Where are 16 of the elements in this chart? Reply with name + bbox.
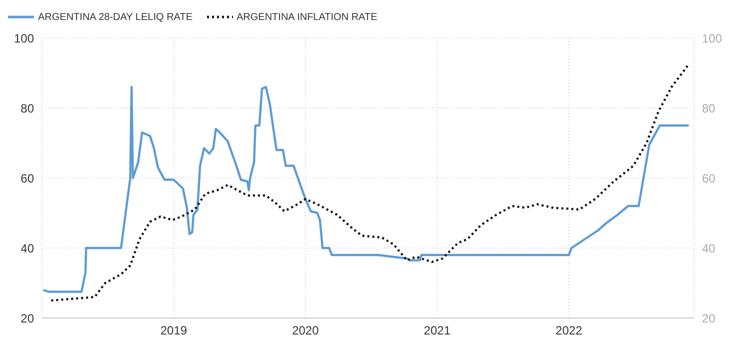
x-tick-label: 2020 [292,324,320,338]
y2-tick-label: 100 [702,31,722,46]
y2-tick-label: 60 [702,171,716,186]
y2-tick-label: 40 [702,241,716,256]
y-tick-label: 100 [14,31,34,46]
legend-label: ARGENTINA 28-DAY LELIQ RATE [38,12,192,22]
x-tick-label: 2019 [160,324,188,338]
y-tick-label: 20 [20,311,34,326]
y2-tick-label: 80 [702,101,716,116]
legend-label: ARGENTINA INFLATION RATE [236,12,378,22]
x-tick-label: 2022 [556,324,583,338]
y-tick-label: 40 [20,241,34,256]
y-tick-label: 80 [20,101,34,116]
y-tick-label: 60 [20,171,34,186]
x-tick-label: 2021 [424,324,451,338]
y2-tick-label: 20 [702,311,716,326]
